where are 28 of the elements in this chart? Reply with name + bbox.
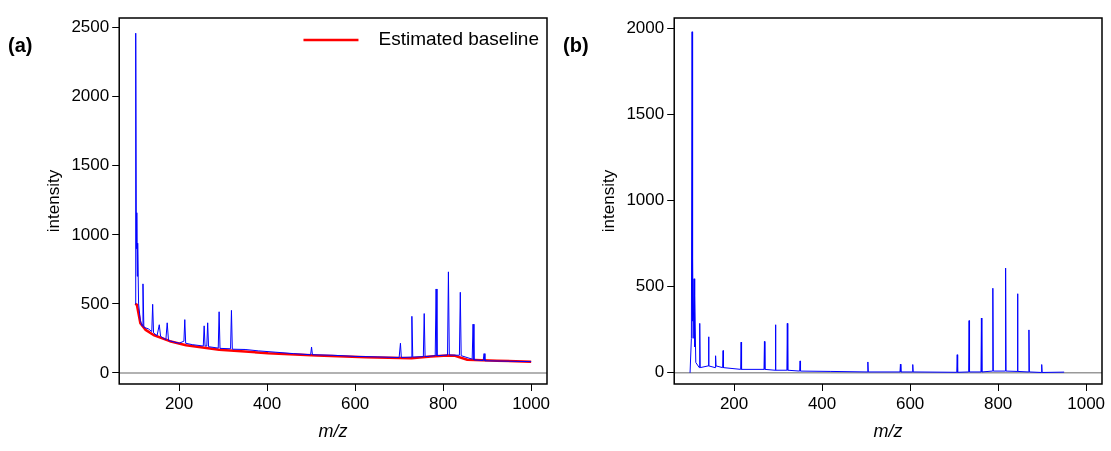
y-tick-label: 500 [80, 293, 110, 313]
y-tick-label: 500 [635, 276, 665, 296]
y-tick-label: 2000 [71, 86, 110, 106]
x-tick-label: 800 [428, 393, 458, 413]
x-tick-label: 400 [807, 393, 837, 413]
y-tick-label: 2000 [626, 18, 665, 38]
x-tick-label: 800 [983, 393, 1013, 413]
legend-label: Estimated baseline [378, 28, 540, 50]
text: (b) [563, 33, 589, 56]
x-tick-label: 400 [252, 393, 282, 413]
y-tick-label: 1500 [71, 155, 110, 175]
x-tick-label: 200 [719, 393, 749, 413]
y-tick-label: 2500 [71, 17, 110, 37]
x-tick-label: 1000 [1067, 393, 1106, 413]
text: (a) [8, 33, 33, 56]
x-tick-label: 600 [340, 393, 370, 413]
y-tick-label: 1000 [626, 190, 665, 210]
x-tick-label: 200 [164, 393, 194, 413]
x-tick-label: 1000 [512, 393, 551, 413]
y-axis-title: intensity [598, 169, 618, 233]
y-tick-label: 0 [654, 362, 665, 382]
x-tick-label: 600 [895, 393, 925, 413]
y-tick-label: 1500 [626, 104, 665, 124]
x-axis-title: m/z [318, 421, 348, 442]
x-axis-title: m/z [873, 421, 903, 442]
y-tick-label: 0 [99, 362, 110, 382]
y-axis-title: intensity [43, 169, 63, 233]
y-tick-label: 1000 [71, 224, 110, 244]
